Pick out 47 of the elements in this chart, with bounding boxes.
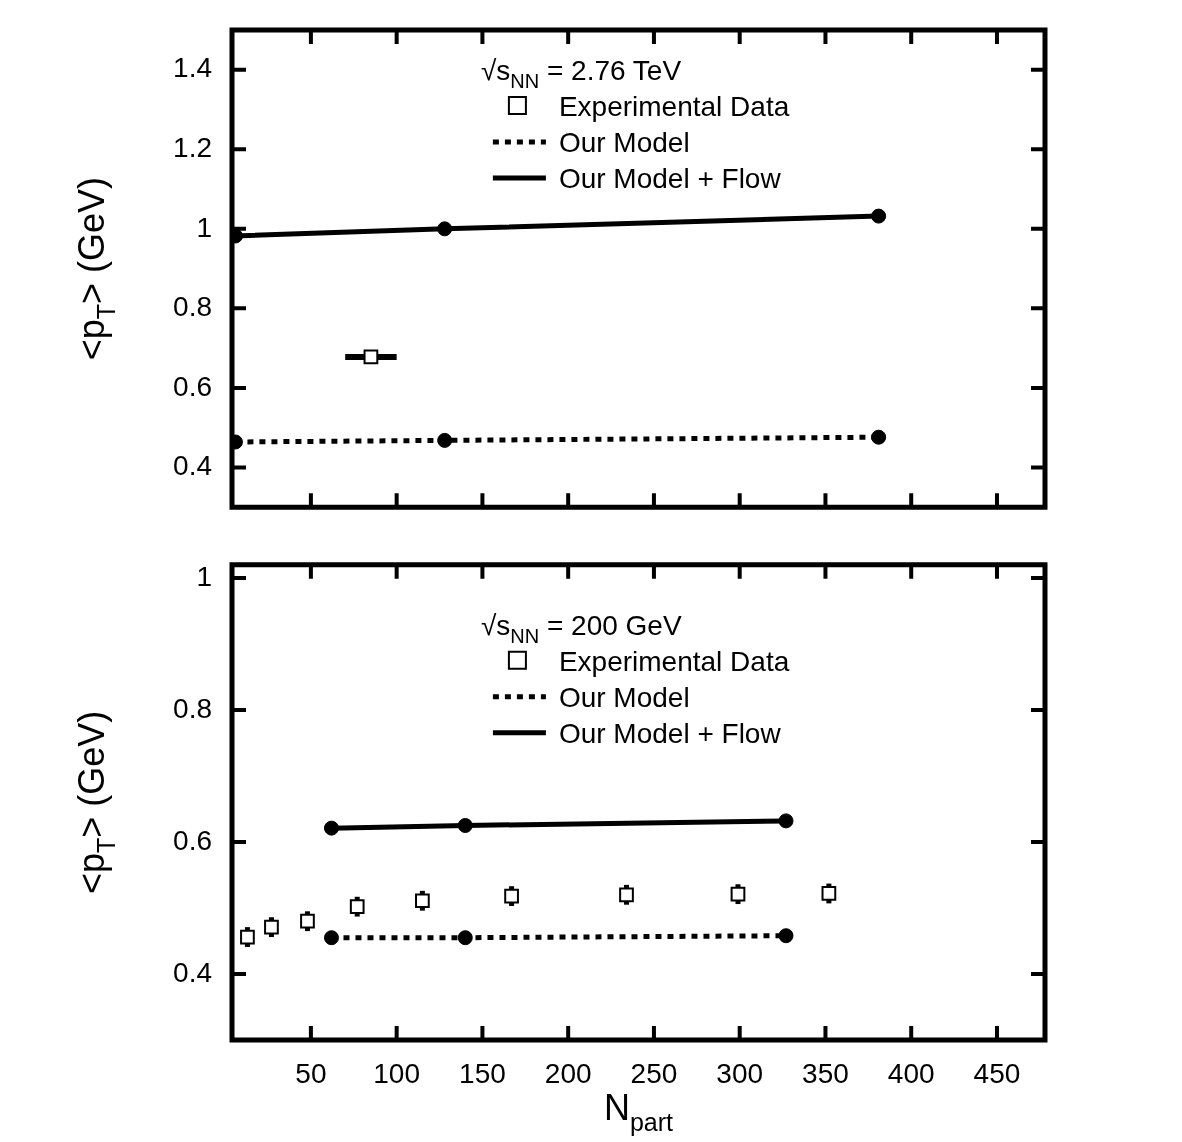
point <box>437 221 453 237</box>
legend-label: Experimental Data <box>558 91 790 122</box>
x-tick-label: 400 <box>887 1057 935 1089</box>
point <box>871 208 887 224</box>
point <box>821 886 837 901</box>
y-tick-label: 0.6 <box>173 824 212 856</box>
legend-label: Our Model + Flow <box>558 717 782 749</box>
y-tick-label: 1 <box>196 560 212 592</box>
x-tick-label: 150 <box>459 1057 506 1089</box>
x-tick-label: 250 <box>630 1057 678 1089</box>
legend-label: Our Model <box>558 127 690 158</box>
point <box>264 919 279 935</box>
point <box>240 929 255 945</box>
point <box>323 820 339 836</box>
y-axis-title: <pT> (GeV) <box>71 710 120 895</box>
point <box>415 893 430 909</box>
x-tick-label: 100 <box>373 1057 421 1089</box>
y-tick-label: 1 <box>196 211 212 243</box>
x-tick-label: 50 <box>295 1057 327 1089</box>
y-tick-label: 0.6 <box>173 370 212 402</box>
y-tick-label: 0.8 <box>173 291 212 323</box>
legend-label: Experimental Data <box>558 645 790 677</box>
x-tick-label: 200 <box>544 1057 592 1089</box>
point <box>300 913 315 929</box>
x-tick-label: 450 <box>973 1057 1021 1089</box>
x-tick-label: 300 <box>716 1057 764 1089</box>
point <box>363 349 379 365</box>
point <box>619 887 634 903</box>
point <box>457 930 473 946</box>
y-tick-label: 1.2 <box>173 132 212 164</box>
y-tick-label: 1.4 <box>173 52 212 84</box>
y-tick-label: 0.8 <box>173 692 212 724</box>
point <box>457 818 473 833</box>
point <box>730 886 746 902</box>
point <box>871 429 887 445</box>
x-tick-label: 350 <box>802 1057 849 1089</box>
point <box>504 888 519 904</box>
point <box>778 928 794 944</box>
y-tick-label: 0.4 <box>173 450 212 482</box>
y-tick-label: 0.4 <box>173 956 212 988</box>
legend-label: Our Model + Flow <box>558 163 782 194</box>
legend-label: Our Model <box>558 681 690 713</box>
point <box>323 930 339 946</box>
y-axis-title: <pT> (GeV) <box>71 176 120 361</box>
point <box>349 899 365 915</box>
point <box>437 432 453 448</box>
point <box>778 813 794 829</box>
